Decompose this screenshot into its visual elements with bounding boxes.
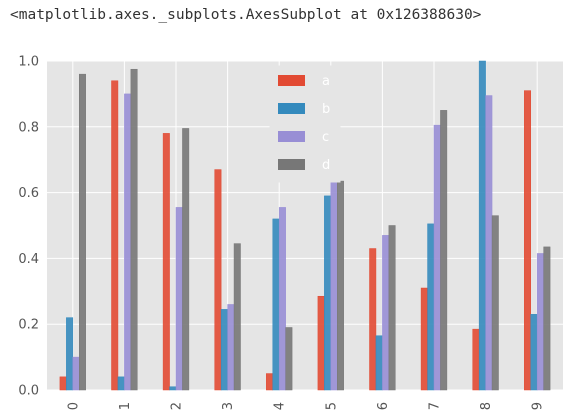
x-tick-label: 0 (66, 402, 81, 410)
bar-d-6 (388, 225, 396, 391)
bar-c-7 (433, 124, 441, 391)
bar-c-9 (536, 253, 544, 391)
bar-d-3 (233, 243, 241, 391)
legend-label-a: a (322, 74, 330, 89)
x-tick-label: 4 (273, 402, 288, 410)
bar-a-0 (59, 376, 67, 391)
x-tick-label: 7 (428, 402, 443, 410)
output-repr-text: <matplotlib.axes._subplots.AxesSubplot a… (10, 7, 482, 23)
bar-a-2 (162, 133, 170, 391)
legend-label-c: c (322, 130, 329, 145)
bar-d-9 (543, 246, 551, 391)
bar-c-1 (124, 93, 132, 391)
bar-b-4 (272, 218, 280, 391)
bar-b-0 (66, 317, 74, 391)
bar-b-7 (427, 223, 435, 391)
bar-b-2 (169, 386, 177, 391)
bar-a-5 (317, 295, 325, 391)
bar-b-8 (478, 60, 486, 391)
bar-c-4 (278, 207, 286, 391)
bar-d-1 (130, 68, 138, 391)
y-axis-ticks: 0.0 0.2 0.4 0.6 0.8 1.0 (18, 55, 39, 399)
bar-c-2 (175, 207, 183, 391)
legend-swatch-c (278, 131, 305, 142)
bar-c-0 (72, 356, 80, 391)
bar-d-7 (440, 110, 448, 391)
x-tick-label: 2 (170, 402, 185, 410)
bar-a-1 (111, 80, 119, 391)
x-axis-ticks: 0 1 2 3 4 5 6 7 8 9 (66, 402, 545, 410)
y-tick-label: 0.4 (18, 252, 39, 267)
bar-c-6 (382, 235, 390, 391)
x-tick-label: 9 (531, 402, 546, 410)
y-tick-label: 0.0 (18, 384, 39, 399)
bar-c-5 (330, 179, 338, 391)
bar-b-5 (324, 195, 332, 391)
bar-b-9 (530, 314, 538, 391)
x-tick-label: 6 (376, 402, 391, 410)
x-tick-label: 3 (221, 402, 236, 410)
x-tick-label: 1 (118, 402, 133, 410)
bar-c-3 (227, 304, 235, 391)
bar-a-8 (472, 328, 480, 391)
bar-d-4 (285, 327, 293, 391)
y-tick-label: 0.8 (18, 120, 39, 135)
x-tick-label: 8 (479, 402, 494, 410)
bar-a-4 (266, 373, 273, 391)
x-tick-label: 5 (324, 402, 339, 410)
legend-swatch-b (278, 103, 305, 114)
bar-d-2 (182, 128, 190, 391)
bar-a-9 (524, 90, 531, 391)
bar-d-0 (79, 73, 86, 391)
y-tick-label: 0.6 (18, 186, 39, 201)
bar-b-3 (220, 309, 228, 391)
bar-b-1 (117, 376, 125, 391)
y-tick-label: 0.2 (18, 318, 39, 333)
y-tick-label: 1.0 (18, 55, 39, 70)
legend-swatch-a (278, 75, 305, 86)
bar-a-6 (369, 248, 377, 391)
bar-a-3 (214, 169, 222, 391)
legend-swatch-d (278, 159, 305, 170)
bar-d-5 (337, 180, 344, 391)
bar-a-7 (420, 287, 428, 391)
legend-label-d: d (322, 158, 330, 173)
bar-b-6 (375, 335, 383, 391)
bar-d-8 (491, 215, 499, 391)
legend-label-b: b (322, 102, 330, 117)
bar-c-8 (485, 95, 493, 391)
bars-group (59, 60, 551, 391)
